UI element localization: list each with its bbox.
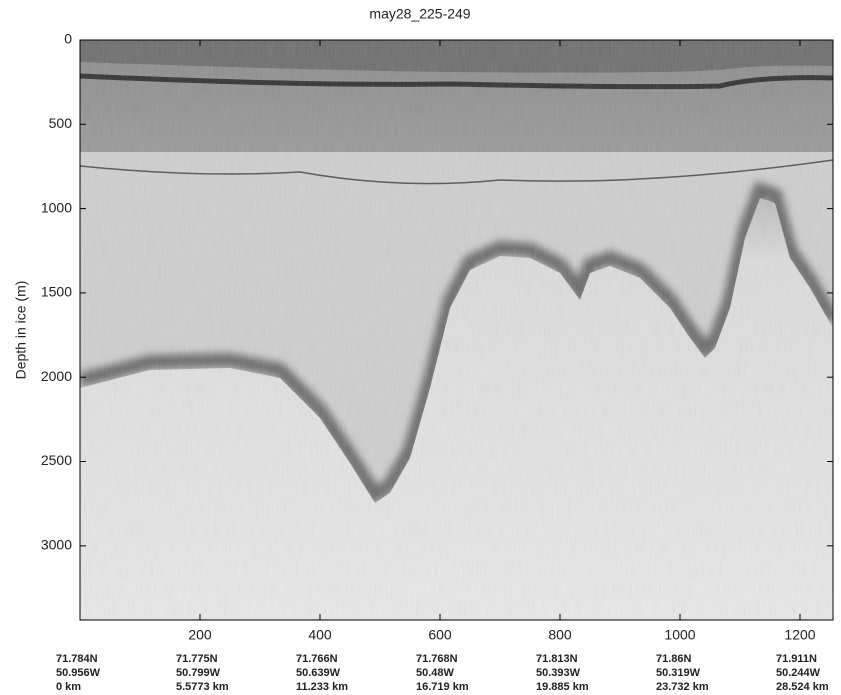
location-label: 5.5773 km [176,681,229,693]
location-label: 71.813N [536,653,578,665]
y-axis-label: Depth in ice (m) [13,281,29,380]
chart: may28_225-249 Depth in ice (m) 0 500 1000 1… [0,0,841,695]
location-label: 50.244W [776,667,821,679]
location-label: 50.639W [296,667,341,679]
x-tick-label: 200 [188,627,212,643]
location-label: 50.48W [416,667,455,679]
x-tick-label: 600 [428,627,452,643]
y-tick-label: 1000 [41,199,72,215]
chart-title: may28_225-249 [369,6,470,22]
y-tick-label: 2000 [41,368,72,384]
x-tick-label: 800 [548,627,572,643]
y-tick-label: 0 [64,31,72,47]
location-label: 23.732 km [656,681,709,693]
location-label: 50.319W [656,667,701,679]
x-tick-label: 1200 [784,627,815,643]
location-label: 50.799W [176,667,221,679]
location-label: 71.775N [176,653,218,665]
radargram [80,40,833,620]
location-label: 71.766N [296,653,338,665]
y-tick-label: 1500 [41,284,72,300]
location-label: 50.393W [536,667,581,679]
location-label: 28.524 km [776,681,829,693]
location-label: 11.233 km [296,681,348,693]
y-tick-label: 2500 [41,452,72,468]
location-label: 50.956W [56,667,101,679]
location-label: 71.768N [416,653,458,665]
location-label: 19.885 km [536,681,589,693]
y-tick-label: 500 [49,115,73,131]
x-tick-label: 1000 [664,627,695,643]
location-label: 71.86N [656,653,692,665]
location-label: 16.719 km [416,681,469,693]
location-label: 71.784N [56,653,98,665]
location-label: 71.911N [776,653,817,665]
y-tick-label: 3000 [41,537,72,553]
location-label: 0 km [56,681,81,693]
x-tick-label: 400 [308,627,332,643]
